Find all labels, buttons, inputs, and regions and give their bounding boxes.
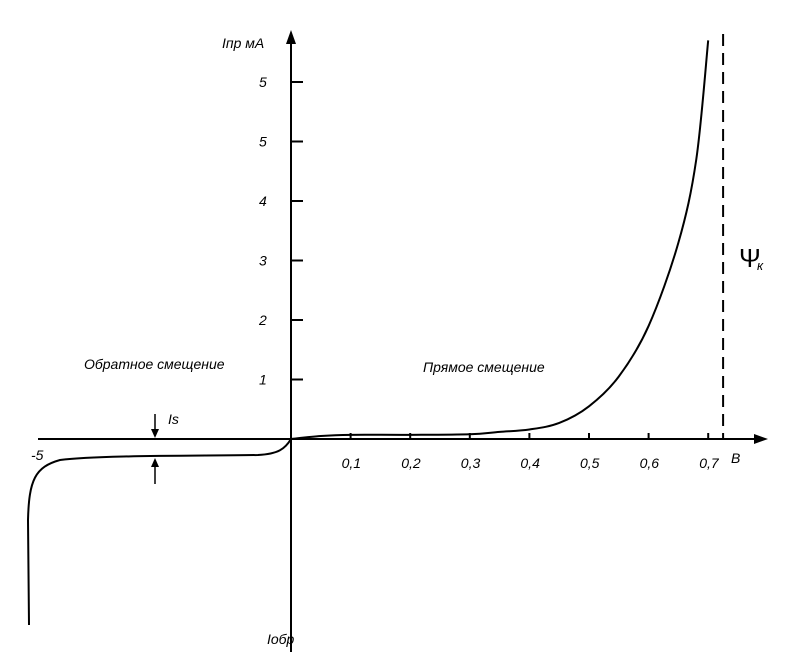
saturation-current-marker (151, 414, 159, 484)
axis-ticks: 0,1 0,2 0,3 0,4 0,5 0,6 0,7 1 2 3 4 5 5 (258, 74, 720, 471)
reverse-bias-curve (26, 438, 292, 626)
x-tick-label: 0,6 (640, 455, 660, 471)
x-axis-unit: В (731, 450, 740, 466)
saturation-arrowhead-top (151, 429, 159, 438)
x-tick-label: 0,5 (580, 455, 600, 471)
x-tick-label: 0,3 (461, 455, 481, 471)
y-tick-label: 1 (259, 372, 267, 388)
y-tick-label: 5 (259, 134, 267, 150)
y-tick-label: 5 (259, 74, 267, 90)
reverse-bias-label: Обратное смещение (84, 356, 225, 372)
y-tick-label: 2 (258, 312, 267, 328)
x-negative-tick-label: -5 (31, 447, 44, 463)
x-tick-label: 0,2 (401, 455, 421, 471)
y-tick-label: 4 (259, 193, 267, 209)
y-axis-negative-label: Iобр (267, 631, 295, 647)
y-tick-label: 3 (259, 253, 267, 269)
x-tick-label: 0,4 (520, 455, 540, 471)
forward-bias-label: Прямое смещение (423, 359, 545, 375)
y-axis-arrowhead (286, 30, 296, 44)
forward-bias-curve (290, 40, 710, 440)
saturation-current-label: Is (168, 411, 179, 427)
potential-barrier-symbol: Ψ (739, 243, 761, 273)
x-tick-label: 0,7 (699, 455, 720, 471)
saturation-arrowhead-bottom (151, 458, 159, 467)
y-axis-label: Iпр мА (222, 35, 264, 51)
x-tick-label: 0,1 (342, 455, 361, 471)
potential-barrier-subscript: к (757, 258, 764, 273)
x-axis-arrowhead (754, 434, 768, 444)
